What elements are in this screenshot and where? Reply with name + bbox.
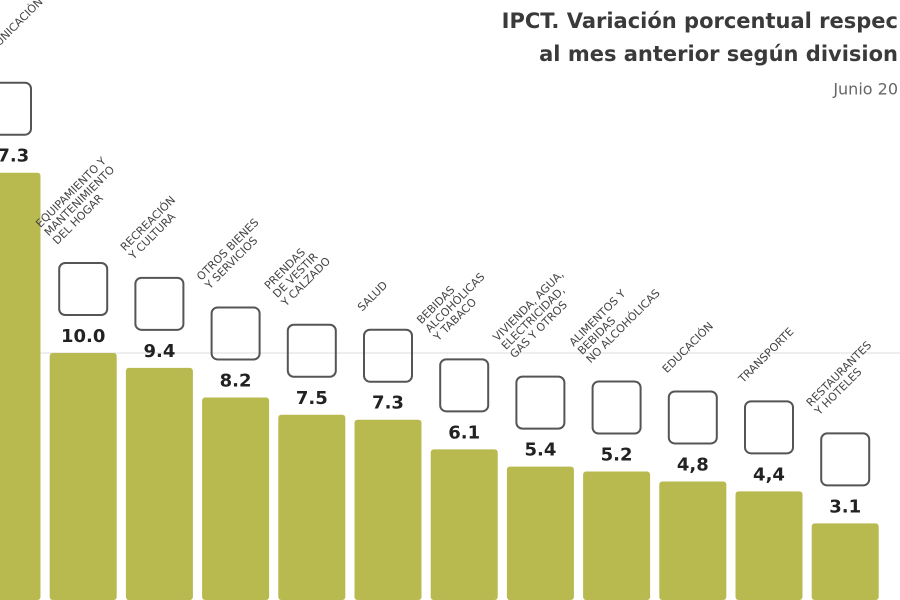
bar — [202, 397, 270, 600]
bar — [125, 367, 193, 600]
bar — [278, 414, 346, 600]
category-icon — [210, 306, 261, 361]
value-label: 5.2 — [601, 445, 633, 466]
bar — [735, 491, 803, 600]
bar — [811, 523, 879, 600]
category-icon — [286, 323, 337, 378]
category-label: TRANSPORTE — [735, 325, 796, 386]
bar — [506, 466, 574, 600]
bar — [354, 419, 422, 600]
value-label: 5.4 — [524, 440, 556, 461]
value-label: 10.0 — [61, 326, 105, 347]
category-icon — [744, 400, 794, 455]
value-label: 3.1 — [829, 496, 861, 517]
bar — [659, 481, 727, 600]
chart-title: IPCT. Variación porcentual respec — [502, 9, 898, 33]
category-icon — [58, 262, 109, 316]
bar — [49, 353, 117, 600]
category-icon — [667, 390, 718, 445]
category-label: ALIMENTOS YBEBIDASNO ALCOHÓLICAS — [567, 270, 663, 366]
category-label: OTROS BIENESY SERVICIOS — [193, 216, 269, 292]
category-icon — [515, 375, 566, 430]
bar — [430, 449, 498, 600]
value-label: 4,8 — [677, 454, 709, 475]
category-icon — [363, 328, 413, 383]
category-label: PRENDASDE VESTIRY CALZADO — [261, 238, 333, 310]
value-label: 6.1 — [448, 422, 480, 443]
chart-subtitle: Junio 20 — [832, 80, 898, 99]
value-label: 4,4 — [753, 464, 785, 485]
category-label: COMUNICACIÓN — [0, 0, 46, 67]
category-label: RESTAURANTESY HOTELES — [803, 339, 883, 419]
value-label: 17.3 — [0, 146, 29, 167]
chart-title: al mes anterior según division — [539, 42, 898, 66]
category-icon — [820, 432, 871, 487]
category-icon — [0, 81, 32, 136]
category-label: EDUCACIÓN — [660, 320, 716, 376]
category-icon — [439, 358, 490, 413]
category-label: EQUIPAMIENTO YMANTENIMIENTODEL HOGAR — [33, 155, 126, 248]
bar — [583, 471, 651, 600]
category-label: SALUD — [355, 279, 390, 314]
value-label: 8.2 — [220, 370, 252, 391]
category-label: BEBIDASALCOHÓLICASY TABACO — [414, 262, 496, 344]
bar — [0, 172, 41, 600]
value-label: 9.4 — [143, 341, 175, 362]
value-label: 7.3 — [372, 393, 404, 414]
value-label: 7.5 — [296, 388, 328, 409]
category-label: RECREACIÓNY CULTURA — [117, 193, 186, 262]
category-icon — [134, 276, 185, 331]
category-label: VIVIENDA, AGUA,ELECTRICIDAD,GAS Y OTROS — [490, 268, 583, 361]
category-icon — [591, 380, 642, 435]
